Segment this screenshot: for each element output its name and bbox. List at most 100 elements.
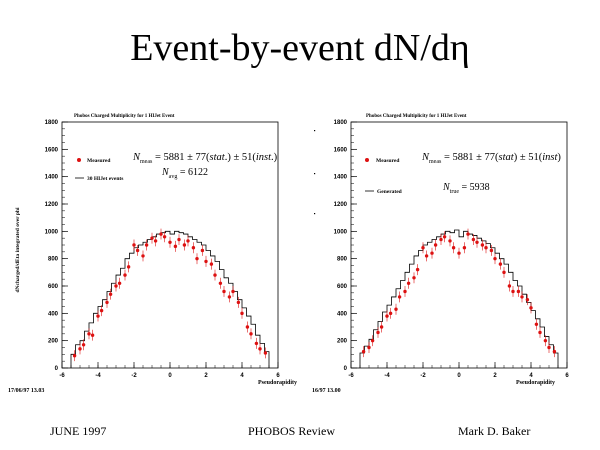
y-tick-label: 1000 — [334, 229, 348, 235]
measured-point — [484, 246, 488, 250]
measured-point — [507, 284, 512, 288]
left-plot-measured-points — [72, 228, 268, 362]
measured-point — [263, 351, 268, 355]
measured-point — [471, 237, 476, 242]
measured-point — [153, 239, 158, 243]
right-plot-generated-histogram — [359, 229, 559, 368]
left-plot: Phobos Charged Multiplicity for 1 HIJet … — [8, 114, 297, 394]
y-tick-label: 1800 — [334, 120, 348, 126]
right-nmeas-annotation: Nmeas = 5881 ± 77(stat) ± 51(inst) — [421, 152, 561, 165]
measured-point — [534, 322, 539, 326]
measured-point — [254, 341, 259, 346]
measured-point — [361, 349, 366, 354]
measured-point — [135, 248, 140, 253]
y-tick-label: 1400 — [45, 175, 59, 181]
measured-point — [489, 248, 494, 253]
measured-point — [543, 338, 548, 343]
measured-point — [493, 256, 497, 261]
x-tick-label: 2 — [204, 373, 208, 379]
x-tick-label: -4 — [95, 373, 101, 379]
right-plot-xlabel: Pseudorapidity — [516, 380, 555, 386]
right-legend-measured-label: Measured — [376, 158, 399, 164]
stray-dot — [314, 130, 316, 132]
measured-point — [168, 240, 172, 244]
measured-point — [403, 289, 407, 294]
y-tick-label: 600 — [48, 284, 59, 290]
measured-point — [78, 347, 82, 351]
right-plot-measured-points — [361, 228, 557, 358]
measured-point — [231, 289, 235, 294]
measured-point — [258, 347, 262, 351]
measured-point — [520, 295, 524, 299]
measured-point — [213, 273, 217, 277]
measured-point — [397, 295, 402, 299]
y-tick-label: 0 — [344, 366, 348, 372]
measured-point — [451, 246, 456, 250]
measured-point — [388, 311, 393, 316]
left-plot-title: Phobos Charged Multiplicity for 1 HIJet … — [74, 114, 175, 119]
x-tick-label: 2 — [493, 373, 497, 379]
measured-point — [457, 251, 461, 255]
measured-point — [516, 289, 521, 294]
y-tick-label: 1800 — [45, 120, 59, 126]
x-tick-label: -6 — [59, 373, 65, 379]
x-tick-label: -4 — [384, 373, 390, 379]
x-tick-label: 4 — [240, 373, 244, 379]
measured-point — [200, 248, 205, 253]
y-tick-label: 200 — [337, 339, 348, 345]
y-tick-label: 1200 — [334, 202, 348, 208]
right-plot-title: Phobos Charged Multiplicity for 1 HIJet … — [366, 114, 467, 119]
measured-point — [236, 300, 241, 305]
measured-point — [227, 295, 232, 299]
x-tick-label: 0 — [168, 373, 172, 379]
measured-point — [412, 276, 416, 280]
y-tick-label: 1200 — [45, 202, 59, 208]
measured-point — [186, 239, 190, 243]
right-legend-generated-label: Generated — [377, 189, 402, 195]
left-legend-measured-marker — [77, 158, 81, 162]
measured-point — [240, 311, 244, 316]
y-tick-label: 400 — [48, 311, 59, 317]
measured-point — [108, 292, 113, 296]
right-plot-y-ticks: 0 200 400 600 800 1000 1200 1400 1600 1800 — [334, 120, 357, 372]
y-tick-label: 1600 — [334, 147, 348, 153]
footer-review: PHOBOS Review — [248, 424, 336, 438]
measured-point — [498, 262, 503, 266]
measured-point — [433, 243, 438, 247]
measured-point — [81, 343, 86, 347]
measured-point — [150, 236, 154, 240]
measured-point — [177, 237, 181, 242]
histogram-series-line — [359, 229, 559, 368]
right-ntrue-annotation: Ntrue = 5938 — [442, 182, 490, 195]
right-legend-measured-marker — [365, 158, 369, 162]
left-plot-hijet-histogram — [70, 230, 270, 368]
measured-point — [162, 235, 167, 239]
y-tick-label: 1600 — [45, 147, 59, 153]
measured-point — [87, 332, 91, 336]
slide-title: Event-by-event dN/dη — [130, 27, 470, 69]
measured-point — [90, 333, 95, 337]
measured-point — [430, 251, 434, 255]
measured-point — [448, 239, 452, 243]
measured-point — [385, 314, 389, 318]
measured-point — [525, 297, 530, 302]
left-plot-x-ticks: -6 -4 -2 0 2 4 6 — [59, 362, 280, 379]
x-tick-label: 6 — [565, 373, 569, 379]
measured-point — [415, 267, 420, 272]
x-tick-label: -2 — [420, 373, 426, 379]
measured-point — [406, 281, 411, 285]
measured-point — [141, 254, 145, 258]
left-plot-y-ticks: 0 200 400 600 800 1000 1200 1400 1600 1800 — [45, 120, 68, 372]
right-plot-x-ticks: -6 -4 -2 0 2 4 6 — [348, 362, 569, 379]
y-tick-label: 1400 — [334, 175, 348, 181]
right-plot: Phobos Charged Multiplicity for 1 HIJet … — [312, 114, 569, 394]
measured-point — [99, 308, 104, 313]
measured-point — [144, 243, 149, 247]
measured-point — [159, 232, 163, 236]
measured-point — [394, 307, 398, 311]
stray-dot — [314, 173, 316, 175]
left-legend-measured-label: Measured — [87, 158, 110, 164]
measured-point — [126, 265, 131, 269]
left-nmeas-annotation: Nmeas = 5881 ± 77(stat.) ± 51(inst.) — [132, 152, 278, 165]
measured-point — [218, 281, 223, 285]
